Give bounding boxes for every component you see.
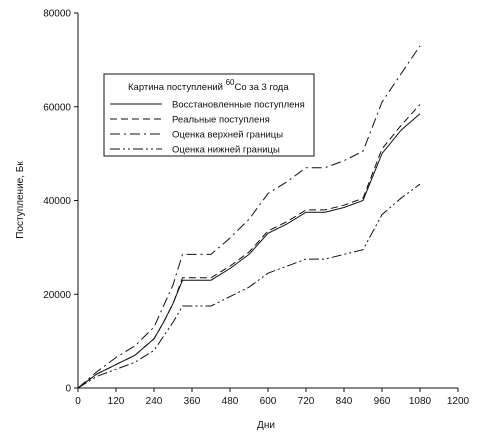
x-tick-label: 240 <box>146 396 163 407</box>
y-tick-label: 0 <box>65 384 71 395</box>
x-tick-label: 480 <box>222 396 239 407</box>
x-tick-label: 0 <box>75 396 81 407</box>
x-tick-label: 360 <box>184 396 201 407</box>
legend-box <box>103 73 315 157</box>
y-tick-label: 40000 <box>43 196 71 207</box>
x-axis-title: Дни <box>257 420 275 431</box>
y-tick-label: 20000 <box>43 290 71 301</box>
legend-title-text: Картина поступлений <box>128 82 226 93</box>
legend-label-2: Реальные поступленя <box>172 115 270 126</box>
x-tick-label: 120 <box>108 396 125 407</box>
series-line-3 <box>77 45 421 389</box>
y-tick-label: 60000 <box>43 102 71 113</box>
series-line-2 <box>77 104 421 389</box>
legend-label-3: Оценка верхней границы <box>172 130 283 141</box>
x-tick-label: 1080 <box>409 396 432 407</box>
x-tick-label: 840 <box>336 396 353 407</box>
legend-entries: Восстановленные поступленя Реальные посту… <box>110 100 305 156</box>
y-tick-label: 80000 <box>43 9 71 20</box>
x-tick-label: 960 <box>374 396 391 407</box>
axes <box>77 13 458 389</box>
x-tick-label: 600 <box>260 396 277 407</box>
x-tick-label: 720 <box>298 396 315 407</box>
legend-title-superscript: 60 <box>226 78 235 87</box>
y-axis-ticks: 0 20000 40000 60000 80000 <box>43 9 78 395</box>
x-tick-label: 1200 <box>447 396 470 407</box>
legend-label-1: Восстановленные поступленя <box>172 100 305 111</box>
legend-title-suffix: Co за 3 года <box>234 82 289 93</box>
legend: Картина поступлений 60Co за 3 года Восст… <box>103 73 315 157</box>
legend-label-4: Оценка нижней границы <box>172 145 280 156</box>
legend-title: Картина поступлений 60Co за 3 года <box>128 78 289 93</box>
series-line-1 <box>77 113 421 389</box>
series-line-4 <box>77 183 421 389</box>
x-axis-ticks: 0 120 240 360 480 600 720 840 960 1080 1200 <box>75 388 470 407</box>
y-axis-title: Поступление, Бк <box>15 161 26 239</box>
series-lines <box>77 45 421 389</box>
